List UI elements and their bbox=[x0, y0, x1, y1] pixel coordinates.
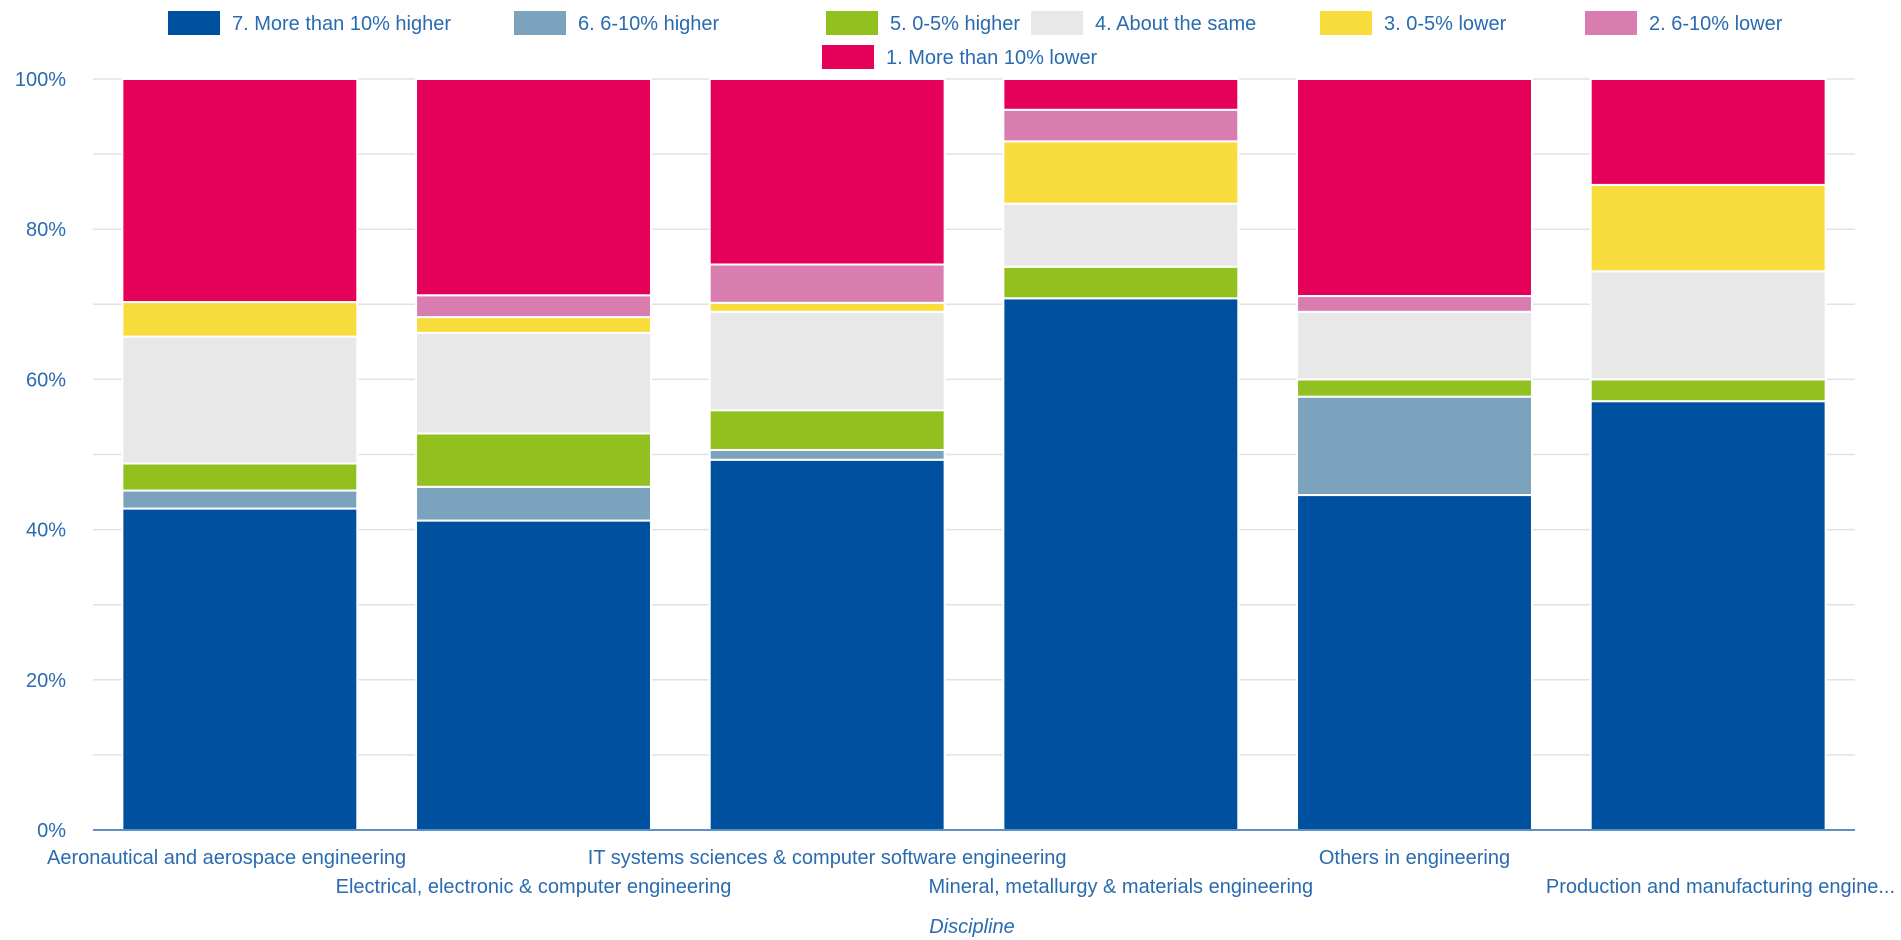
y-tick-label: 100% bbox=[15, 69, 66, 91]
bar-segment bbox=[708, 310, 946, 412]
y-axis: 0% 20% 40% 60% 80% 100% bbox=[15, 69, 66, 842]
bar-segment bbox=[1002, 140, 1240, 205]
x-tick-label: Aeronautical and aerospace engineering bbox=[47, 847, 406, 869]
bar-segment bbox=[1002, 297, 1240, 831]
legend-swatch bbox=[514, 11, 566, 35]
legend-item: 4. About the same bbox=[1031, 11, 1256, 35]
bar-segment bbox=[415, 331, 652, 435]
bar-segment bbox=[1296, 378, 1533, 398]
bar-segment bbox=[708, 301, 946, 313]
y-tick-label: 80% bbox=[26, 219, 66, 241]
bar-stack bbox=[1589, 78, 1827, 831]
bar-segment bbox=[1296, 78, 1533, 298]
bar-segment bbox=[1002, 78, 1240, 111]
bar-segment bbox=[1589, 400, 1827, 831]
bar-segment bbox=[1002, 202, 1240, 268]
bar-stack bbox=[1296, 78, 1533, 831]
bar-segment bbox=[1589, 78, 1827, 186]
legend-item: 3. 0-5% lower bbox=[1320, 11, 1507, 35]
y-tick-label: 60% bbox=[26, 369, 66, 391]
x-tick-label: IT systems sciences & computer software … bbox=[588, 847, 1067, 869]
x-tick-label: Production and manufacturing engine... bbox=[1546, 876, 1895, 898]
x-tick-label: Others in engineering bbox=[1319, 847, 1510, 869]
bar-segment bbox=[415, 485, 652, 522]
bar-segment bbox=[415, 78, 652, 297]
legend-item: 1. More than 10% lower bbox=[822, 45, 1098, 69]
bar-segment bbox=[1002, 108, 1240, 143]
bar-segment bbox=[1589, 378, 1827, 403]
bar-segment bbox=[708, 78, 946, 266]
legend-label: 2. 6-10% lower bbox=[1649, 13, 1783, 35]
bar-segment bbox=[121, 301, 359, 338]
legend-label: 3. 0-5% lower bbox=[1384, 13, 1507, 35]
legend-swatch bbox=[1031, 11, 1083, 35]
legend-label: 7. More than 10% higher bbox=[232, 13, 451, 35]
bar-segment bbox=[708, 263, 946, 304]
legend-label: 5. 0-5% higher bbox=[890, 13, 1020, 35]
bar-segment bbox=[1002, 265, 1240, 300]
legend-item: 5. 0-5% higher bbox=[826, 11, 1020, 35]
legend-swatch bbox=[1585, 11, 1637, 35]
y-tick-label: 40% bbox=[26, 520, 66, 542]
legend-swatch bbox=[168, 11, 220, 35]
legend: 7. More than 10% higher 6. 6-10% higher 5.… bbox=[168, 11, 1783, 69]
legend-label: 6. 6-10% higher bbox=[578, 13, 720, 35]
x-axis: Aeronautical and aerospace engineering El… bbox=[47, 829, 1895, 898]
bar-segment bbox=[121, 335, 359, 465]
legend-item: 7. More than 10% higher bbox=[168, 11, 451, 35]
x-axis-title: Discipline bbox=[929, 916, 1015, 938]
legend-item: 6. 6-10% higher bbox=[514, 11, 720, 35]
bar-segment bbox=[121, 489, 359, 510]
y-tick-label: 20% bbox=[26, 670, 66, 692]
bar-segment bbox=[708, 448, 946, 461]
legend-label: 1. More than 10% lower bbox=[886, 47, 1098, 69]
bar-segment bbox=[1296, 395, 1533, 497]
bar-segment bbox=[415, 316, 652, 334]
bar-stack bbox=[708, 78, 946, 831]
bar-segment bbox=[1296, 310, 1533, 381]
bar-segment bbox=[1589, 270, 1827, 381]
legend-swatch bbox=[1320, 11, 1372, 35]
bar-stack bbox=[1002, 78, 1240, 831]
bar-stack bbox=[121, 78, 359, 831]
x-tick-label: Electrical, electronic & computer engine… bbox=[336, 876, 732, 898]
y-tick-label: 0% bbox=[37, 820, 66, 842]
bar-segment bbox=[1296, 494, 1533, 831]
bar-segment bbox=[415, 519, 652, 831]
x-tick-label: Mineral, metallurgy & materials engineer… bbox=[929, 876, 1314, 898]
bar-segment bbox=[121, 462, 359, 492]
legend-label: 4. About the same bbox=[1095, 13, 1256, 35]
bar-segment bbox=[415, 432, 652, 488]
legend-swatch bbox=[826, 11, 878, 35]
grid bbox=[93, 78, 1855, 756]
bar-segment bbox=[415, 294, 652, 319]
bars bbox=[121, 78, 1827, 831]
bar-segment bbox=[708, 409, 946, 451]
bar-segment bbox=[121, 78, 359, 304]
legend-item: 2. 6-10% lower bbox=[1585, 11, 1783, 35]
bar-segment bbox=[121, 507, 359, 831]
bar-stack bbox=[415, 78, 652, 831]
bar-segment bbox=[1296, 295, 1533, 313]
bar-segment bbox=[708, 458, 946, 831]
bar-segment bbox=[1589, 183, 1827, 273]
legend-swatch bbox=[822, 45, 874, 69]
